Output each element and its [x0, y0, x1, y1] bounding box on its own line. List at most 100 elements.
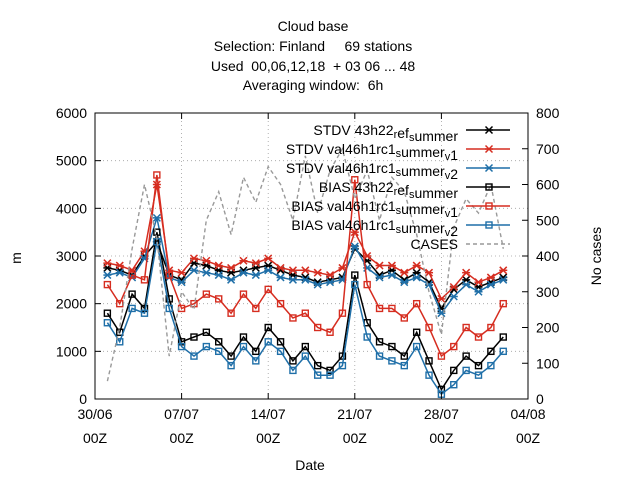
point-marker-square [450, 381, 458, 389]
legend-entry: STDV val46h1rc1summerv2 [286, 160, 510, 182]
point-marker-star [103, 259, 112, 268]
x-tick-label-hour: 00Z [516, 430, 541, 446]
point-marker-star [276, 273, 285, 282]
point-marker-star [239, 268, 248, 277]
point-marker-square [400, 361, 408, 370]
point-marker-square [116, 299, 124, 308]
legend-text: ummer [401, 144, 445, 160]
point-marker-square [276, 347, 285, 356]
title-line-1: Cloud base [278, 18, 349, 34]
point-marker-square [351, 176, 359, 184]
point-marker-square [412, 342, 421, 351]
point-marker-star [387, 261, 396, 270]
point-marker-square [375, 304, 384, 313]
y2-axis-ticks: 0 100 200 300 400 500 600 700 800 [522, 105, 560, 407]
point-marker-square [363, 333, 371, 341]
point-marker-star [326, 278, 335, 287]
legend-entry: STDV val46h1rc1summerv1 [286, 141, 510, 163]
point-marker-square [128, 271, 136, 279]
point-marker-square [202, 290, 211, 298]
point-marker-square [202, 328, 211, 336]
legend-entry: BIAS 43h22refsummer [319, 179, 510, 201]
point-marker-star [202, 268, 211, 277]
y-tick-label: 2000 [56, 296, 87, 312]
point-marker-star [462, 280, 471, 289]
point-marker-square [177, 342, 186, 351]
y-tick-label: 1000 [56, 343, 87, 359]
legend-text: 1 [450, 204, 458, 220]
legend-subscript: s [409, 132, 415, 144]
point-marker-square [363, 280, 371, 289]
point-marker-square [153, 171, 161, 179]
point-marker-square [140, 309, 149, 317]
chart-title: Cloud base Selection: Finland 69 station… [211, 18, 416, 93]
legend-entry: BIAS val46h1rc1summerv1 [291, 198, 510, 220]
point-marker-square [215, 347, 223, 356]
point-marker-square [202, 342, 211, 351]
y2-tick-label: 600 [536, 177, 560, 193]
point-marker-star [152, 180, 161, 189]
point-marker-square [252, 304, 260, 313]
point-marker-star [264, 266, 273, 275]
point-marker-square [239, 333, 248, 341]
point-marker-square [289, 357, 297, 365]
y-tick-label: 5000 [56, 153, 87, 169]
point-marker-square [128, 290, 136, 298]
x-tick-label-hour: 00Z [170, 430, 195, 446]
legend-subscript: s [396, 167, 402, 179]
x-tick-label-hour: 00Z [429, 430, 454, 446]
point-marker-square [190, 352, 198, 360]
point-marker-square [474, 371, 483, 379]
point-marker-square [351, 280, 359, 289]
point-marker-square [487, 361, 495, 370]
point-marker-square [400, 352, 408, 360]
point-marker-square [412, 299, 421, 308]
point-marker-star [189, 254, 199, 263]
point-marker-square [425, 357, 433, 365]
point-marker-square [437, 352, 446, 360]
series-5 [103, 237, 507, 398]
point-marker-square [474, 333, 483, 341]
legend-subscript: s [409, 189, 415, 201]
point-marker-star [227, 275, 236, 284]
point-marker-square [289, 366, 297, 375]
point-marker-star [350, 228, 359, 237]
point-marker-star [251, 259, 260, 268]
legend-text: BIAS val46h1rc1 [291, 217, 395, 233]
point-marker-square [388, 357, 396, 365]
point-marker-square [252, 357, 260, 365]
point-marker-star [177, 268, 186, 277]
point-marker-star [115, 268, 124, 277]
point-marker-star [202, 256, 211, 265]
y2-tick-label: 0 [536, 391, 544, 407]
y2-tick-label: 400 [536, 248, 560, 264]
point-marker-star [276, 263, 285, 272]
legend-subscript: s [396, 148, 402, 160]
point-marker-square [227, 361, 235, 370]
point-marker-square [485, 202, 493, 210]
series-6 [106, 146, 504, 382]
x-tick-label-hour: 00Z [83, 430, 108, 446]
point-marker-square [375, 338, 384, 346]
y-tick-label: 3000 [56, 248, 87, 264]
point-marker-square [485, 221, 493, 229]
point-marker-square [400, 314, 408, 322]
point-marker-star [387, 271, 396, 280]
series-1 [103, 180, 508, 303]
legend-subscript: r [394, 186, 398, 198]
point-marker-star [251, 271, 260, 280]
y2-tick-label: 800 [536, 105, 560, 121]
point-marker-square [412, 328, 421, 336]
legend-text: ummer [401, 201, 445, 217]
point-marker-star [486, 280, 495, 289]
y2-tick-label: 500 [536, 212, 560, 228]
legend-label: STDV val46h1rc1summerv1 [286, 141, 458, 163]
point-marker-square [338, 361, 347, 370]
y2-tick-label: 700 [536, 141, 560, 157]
point-marker-square [474, 361, 483, 370]
x-axis-ticks: 30/06 00Z 07/07 00Z 14/07 00Z 21/07 00Z 28/07 00Z… [77, 113, 546, 446]
point-marker-square [313, 371, 322, 379]
point-marker-star [350, 242, 359, 251]
